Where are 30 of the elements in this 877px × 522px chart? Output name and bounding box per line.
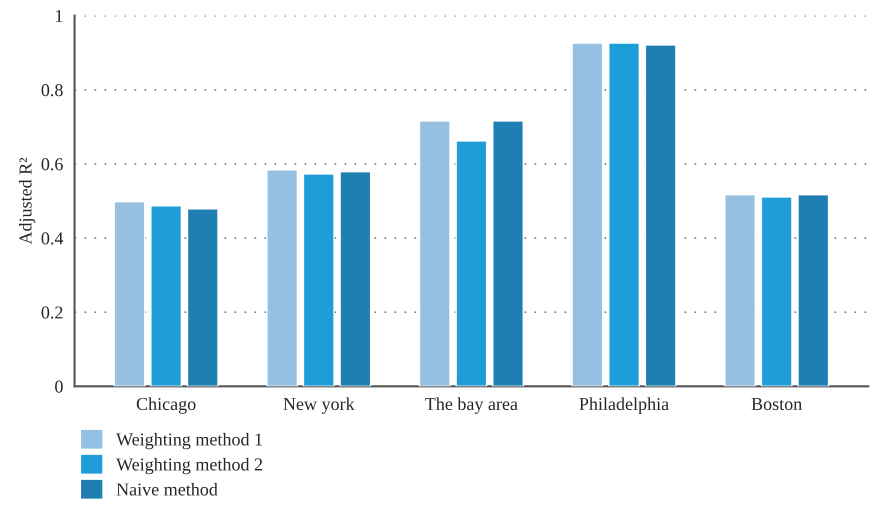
legend-label: Weighting method 2 [116,458,262,474]
bar [302,173,335,386]
y-tick-label: 1 [56,10,62,22]
bar [266,169,298,386]
y-tick-label: 0.2 [42,306,62,319]
y-axis-title: Adjusted R² [18,158,36,244]
x-tick-label: Chicago [136,397,196,414]
bar [186,208,219,386]
bar [608,42,640,386]
bar [455,140,488,386]
bar [797,194,830,386]
bar [760,196,793,386]
bar [339,170,372,386]
bar [418,120,451,386]
bar [150,205,182,386]
y-tick-label: 0.4 [42,232,64,245]
bar [492,120,524,386]
bar [114,201,146,386]
y-tick-label: 0 [55,380,63,393]
y-tick-label: 0.6 [42,158,63,170]
legend-label: Weighting method 1 [116,432,262,450]
legend-label: Naive method [116,482,218,496]
y-tick-label: 0.8 [42,84,63,96]
x-tick-label: Boston [752,398,802,410]
x-tick-label: New york [283,397,355,414]
bar [644,44,677,386]
bar [724,194,756,386]
bar [571,42,604,386]
x-tick-label: Philadelphia [579,397,669,414]
x-tick-label: The bay area [425,397,518,414]
